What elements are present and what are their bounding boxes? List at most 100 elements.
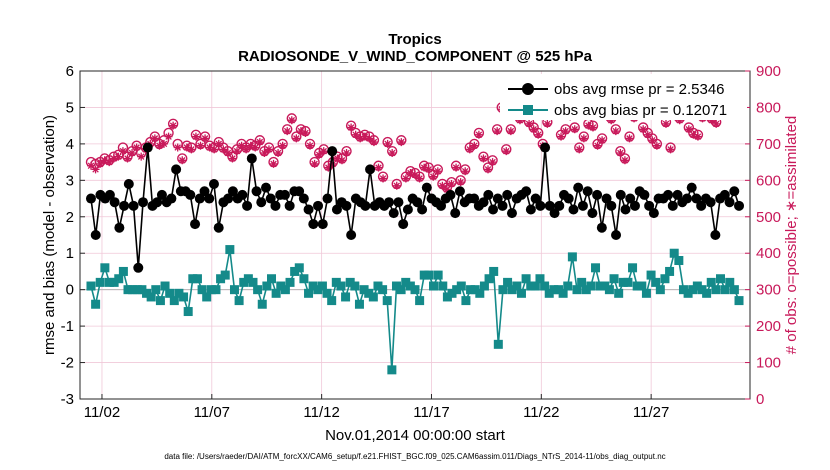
bias-point bbox=[155, 296, 165, 306]
obs-assimilated-point bbox=[205, 143, 214, 152]
obs-assimilated-point bbox=[534, 130, 543, 139]
rmse-point bbox=[577, 200, 588, 211]
rmse-point bbox=[729, 186, 740, 197]
rmse-point bbox=[606, 200, 617, 211]
rmse-point bbox=[256, 197, 267, 208]
obs-assimilated-point bbox=[100, 156, 109, 165]
y-axis-label-right: # of obs: o=possible; ∗=assimilated bbox=[783, 116, 800, 355]
bias-point bbox=[581, 285, 591, 295]
y-right-tick-label: 800 bbox=[756, 99, 781, 116]
bias-point bbox=[109, 277, 119, 287]
bias-point bbox=[651, 277, 661, 287]
bias-point bbox=[91, 299, 101, 309]
obs-assimilated-point bbox=[611, 127, 620, 136]
rmse-point bbox=[710, 230, 721, 240]
obs-assimilated-point bbox=[201, 134, 210, 143]
bias-point bbox=[405, 281, 415, 291]
rmse-point bbox=[303, 204, 314, 215]
bias-point bbox=[493, 339, 503, 349]
bias-point bbox=[290, 266, 300, 276]
bias-point bbox=[438, 281, 448, 291]
rmse-point bbox=[615, 189, 626, 200]
right-axis-ticks: 0 100 200 300 400 500 600 700 800 900 bbox=[745, 63, 781, 408]
obs-assimilated-point bbox=[379, 174, 388, 183]
bias-point bbox=[646, 270, 656, 280]
bias-point bbox=[498, 285, 508, 295]
rmse-point bbox=[242, 200, 253, 211]
obs-assimilated-point bbox=[242, 145, 251, 154]
obs-assimilated-point bbox=[228, 154, 237, 163]
obs-assimilated-point bbox=[251, 143, 260, 152]
bias-point bbox=[586, 281, 596, 291]
bias-point bbox=[364, 288, 374, 298]
rmse-point bbox=[734, 200, 745, 211]
obs-assimilated-point bbox=[315, 150, 324, 159]
bias-point bbox=[174, 288, 184, 298]
rmse-point bbox=[279, 189, 290, 200]
rmse-point bbox=[478, 197, 489, 208]
rmse-point bbox=[308, 219, 319, 230]
rmse-point bbox=[592, 189, 603, 200]
obs-assimilated-point bbox=[123, 154, 132, 163]
rmse-point bbox=[696, 200, 707, 211]
rmse-point bbox=[601, 193, 612, 204]
grid bbox=[80, 70, 750, 400]
y-tick-label: 6 bbox=[66, 63, 74, 80]
x-tick-label: 11/27 bbox=[633, 404, 669, 421]
bias-point bbox=[267, 274, 277, 284]
bias-point bbox=[697, 285, 707, 295]
y-right-tick-label: 200 bbox=[756, 318, 781, 335]
rmse-point bbox=[544, 200, 555, 211]
rmse-point bbox=[530, 193, 541, 204]
obs-assimilated-point bbox=[310, 159, 319, 168]
bias-point bbox=[628, 263, 638, 273]
bias-point bbox=[169, 296, 179, 306]
y-right-tick-label: 900 bbox=[756, 63, 781, 80]
bias-point bbox=[692, 281, 702, 291]
bias-point bbox=[118, 266, 128, 276]
rmse-point bbox=[383, 197, 394, 208]
obs-assimilated-point bbox=[306, 141, 315, 150]
bias-point bbox=[567, 252, 577, 262]
rmse-point bbox=[393, 197, 404, 208]
bias-point bbox=[516, 288, 526, 298]
x-tick-label: 11/17 bbox=[413, 404, 449, 421]
obs-assimilated-point bbox=[150, 134, 159, 143]
bias-point bbox=[86, 281, 96, 291]
chart-subtitle: RADIOSONDE_V_WIND_COMPONENT @ 525 hPa bbox=[238, 48, 593, 65]
rmse-point bbox=[421, 182, 432, 193]
obs-assimilated-point bbox=[411, 170, 419, 179]
bias-point bbox=[331, 277, 341, 287]
bias-point bbox=[262, 281, 272, 291]
bias-point bbox=[544, 288, 554, 298]
bias-point bbox=[280, 285, 290, 295]
rmse-point bbox=[194, 193, 205, 204]
rmse-point bbox=[199, 186, 210, 197]
obs-assimilated-point bbox=[684, 125, 693, 134]
bias-point bbox=[595, 281, 605, 291]
obs-assimilated-point bbox=[579, 134, 588, 143]
bias-point bbox=[479, 281, 489, 291]
bias-point bbox=[711, 285, 721, 295]
bias-point bbox=[192, 274, 202, 284]
obs-assimilated-point bbox=[351, 130, 360, 139]
rmse-point bbox=[104, 189, 115, 200]
rmse-point bbox=[331, 204, 342, 215]
bias-point bbox=[678, 285, 688, 295]
rmse-point bbox=[284, 200, 295, 211]
rmse-point bbox=[251, 186, 262, 197]
bias-point bbox=[734, 296, 744, 306]
obs-assimilated-point bbox=[639, 125, 648, 134]
rmse-point bbox=[237, 189, 248, 200]
bias-point bbox=[317, 281, 327, 291]
y-right-tick-label: 500 bbox=[756, 209, 781, 226]
bias-point bbox=[447, 288, 457, 298]
obs-assimilated-point bbox=[155, 141, 164, 150]
obs-assimilated-point bbox=[105, 158, 114, 167]
bias-point bbox=[470, 285, 480, 295]
rmse-point bbox=[611, 230, 622, 240]
rmse-point bbox=[492, 193, 503, 204]
obs-assimilated-point bbox=[598, 136, 607, 145]
obs-assimilated-point bbox=[388, 149, 397, 157]
